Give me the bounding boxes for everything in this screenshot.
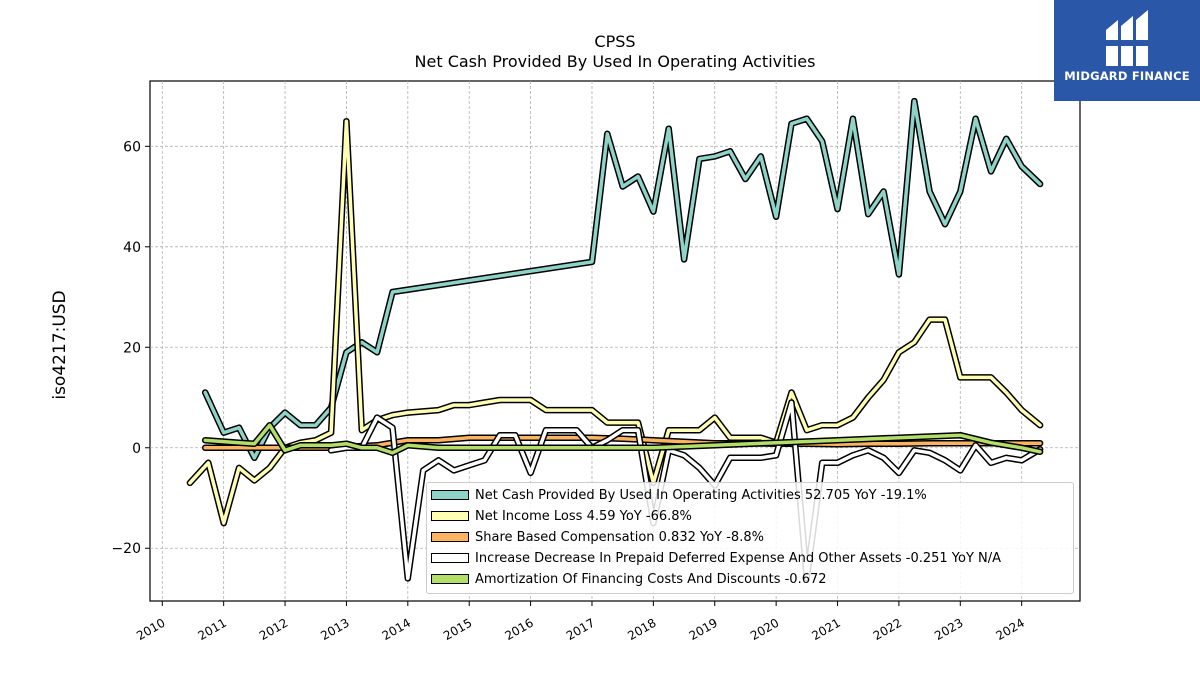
legend-item: Net Cash Provided By Used In Operating A… — [431, 486, 927, 504]
x-tick-label: 2011 — [196, 616, 229, 643]
x-tick-label: 2010 — [134, 616, 167, 643]
x-tick-label: 2022 — [871, 616, 904, 643]
series-line — [329, 400, 1042, 581]
y-tick-label: 20 — [123, 340, 141, 356]
x-tick-label: 2024 — [994, 616, 1027, 643]
legend-swatch — [431, 553, 469, 563]
x-tick-label: 2018 — [625, 616, 658, 643]
chart-title: CPSS — [594, 32, 636, 51]
legend-label: Net Income Loss 4.59 YoY -66.8% — [475, 508, 692, 524]
x-tick-label: 2023 — [932, 616, 965, 643]
series-layer — [186, 97, 1044, 582]
y-tick-label: 60 — [123, 139, 141, 155]
series-5 — [201, 421, 1044, 457]
x-tick-label: 2016 — [502, 616, 535, 643]
chart-subtitle: Net Cash Provided By Used In Operating A… — [414, 52, 816, 71]
legend-item: Increase Decrease In Prepaid Deferred Ex… — [431, 549, 1001, 567]
y-axis-label: iso4217:USD — [50, 290, 70, 400]
brand-logo: MIDGARD FINANCE — [1054, 0, 1200, 101]
y-tick-label: −20 — [111, 541, 141, 557]
series-4 — [327, 399, 1044, 582]
series-line — [188, 119, 1042, 525]
legend-label: Share Based Compensation 0.832 YoY -8.8% — [475, 529, 764, 545]
legend: Net Cash Provided By Used In Operating A… — [426, 482, 1074, 594]
x-tick-label: 2021 — [809, 616, 842, 643]
series-line-outline — [186, 117, 1044, 527]
legend-item: Amortization Of Financing Costs And Disc… — [431, 570, 827, 588]
legend-swatch — [431, 574, 469, 584]
legend-swatch — [431, 532, 469, 542]
plot-area — [149, 80, 1081, 602]
x-tick-label: 2017 — [564, 616, 597, 643]
legend-item: Net Income Loss 4.59 YoY -66.8% — [431, 507, 692, 525]
logo-mark-icon — [1102, 10, 1152, 66]
legend-label: Increase Decrease In Prepaid Deferred Ex… — [475, 550, 1002, 566]
y-tick-label: 40 — [123, 240, 141, 256]
series-line — [203, 435, 1042, 450]
x-tick-label: 2015 — [441, 616, 474, 643]
x-axis: 2010 2011 2012 2013 2014 2015 2016 2017 2018 2019… — [134, 601, 1027, 643]
legend-swatch — [431, 490, 469, 500]
x-tick-label: 2020 — [748, 616, 781, 643]
logo-text: MIDGARD FINANCE — [1064, 69, 1190, 83]
y-axis: −20 0 20 40 60 — [111, 139, 150, 557]
legend-label: Net Cash Provided By Used In Operating A… — [475, 487, 927, 503]
series-line — [203, 423, 1042, 455]
x-tick-label: 2019 — [687, 616, 720, 643]
series-3 — [201, 434, 1044, 452]
legend-swatch — [431, 511, 469, 521]
x-tick-label: 2014 — [380, 616, 413, 643]
series-line — [203, 99, 1042, 460]
series-1 — [201, 97, 1044, 462]
legend-label: Amortization Of Financing Costs And Disc… — [475, 571, 827, 587]
series-2 — [186, 117, 1044, 527]
y-tick-label: 0 — [132, 441, 141, 457]
x-tick-label: 2012 — [257, 616, 290, 643]
legend-item: Share Based Compensation 0.832 YoY -8.8% — [431, 528, 764, 546]
x-tick-label: 2013 — [318, 616, 351, 643]
